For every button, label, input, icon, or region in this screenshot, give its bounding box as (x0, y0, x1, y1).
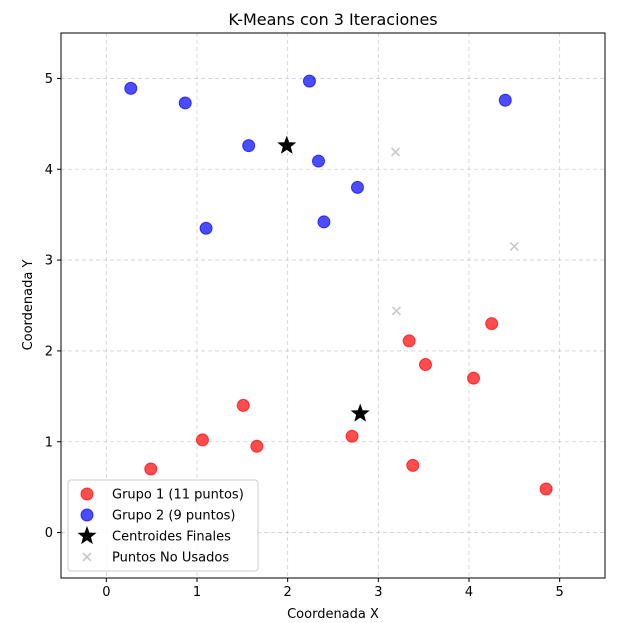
legend-entry: Grupo 1 (11 puntos) (80, 487, 244, 503)
data-point (467, 371, 481, 385)
centroid-star (277, 135, 297, 154)
data-point (124, 81, 138, 95)
data-point (195, 433, 209, 447)
data-point (242, 139, 256, 153)
legend-marker (80, 487, 94, 501)
series-2 (124, 74, 512, 235)
legend-label: Puntos No Usados (112, 551, 229, 566)
y-axis-label: Coordenada Y (21, 260, 36, 351)
data-point (144, 462, 158, 476)
y-tick-label: 3 (45, 254, 53, 269)
data-point (345, 429, 359, 443)
centroid-star (350, 403, 370, 422)
legend: Grupo 1 (11 puntos) Grupo 2 (9 puntos) Cen… (67, 479, 259, 572)
x-tick-label: 0 (102, 585, 110, 600)
y-tick-label: 2 (45, 344, 53, 359)
unused-point-x (391, 306, 402, 316)
series-4 (390, 147, 519, 316)
data-point (485, 317, 499, 331)
data-point (236, 398, 250, 412)
unused-point-x (509, 241, 519, 252)
legend-marker (77, 526, 97, 545)
data-point (402, 334, 416, 348)
legend-marker (82, 552, 92, 562)
series-1 (144, 317, 553, 496)
data-point (302, 74, 316, 88)
x-tick-label: 1 (193, 585, 201, 600)
data-point (498, 93, 512, 107)
x-axis-label: Coordenada X (287, 607, 379, 622)
y-tick-label: 4 (45, 163, 53, 178)
legend-label: Centroides Finales (112, 530, 231, 545)
x-tick-label: 2 (284, 585, 292, 600)
series-3 (277, 135, 370, 422)
data-point (350, 180, 364, 194)
y-tick-label: 5 (45, 72, 53, 87)
legend-box (67, 479, 259, 572)
y-tick-label: 1 (45, 435, 53, 450)
chart-title: K-Means con 3 Iteraciones (228, 10, 437, 29)
data-point (311, 154, 325, 168)
legend-entry: Puntos No Usados (82, 551, 229, 566)
unused-point-x (390, 147, 401, 157)
data-point (199, 221, 213, 235)
legend-entry: Grupo 2 (9 puntos) (80, 508, 236, 524)
legend-marker (80, 508, 94, 522)
plot-frame (60, 32, 606, 579)
data-point (317, 215, 331, 229)
legend-label: Grupo 1 (11 puntos) (112, 488, 244, 503)
x-tick-label: 5 (556, 585, 564, 600)
data-point (418, 358, 432, 372)
data-point (539, 482, 553, 496)
legend-label: Grupo 2 (9 puntos) (112, 509, 236, 524)
axis-ticks: 0 1 2 3 4 5 0 1 2 3 4 5 (45, 72, 564, 600)
data-marks (124, 74, 553, 496)
data-point (178, 96, 192, 110)
y-tick-label: 0 (45, 526, 53, 541)
data-point (250, 439, 264, 453)
x-tick-label: 3 (374, 585, 382, 600)
x-tick-label: 4 (465, 585, 473, 600)
data-point (406, 458, 420, 472)
legend-entry: Centroides Finales (77, 526, 231, 545)
